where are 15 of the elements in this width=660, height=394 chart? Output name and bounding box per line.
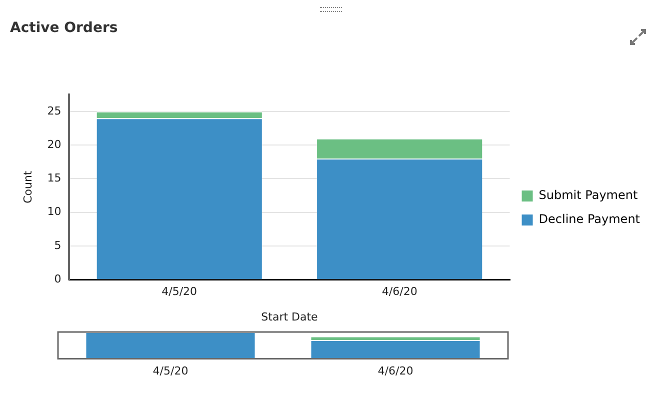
x-tick-label: 4/6/20 — [378, 364, 414, 378]
y-axis-title: Count — [21, 170, 34, 204]
x-tick-label: 4/6/20 — [382, 285, 418, 298]
y-tick-label: 10 — [47, 205, 62, 218]
y-tick-label: 5 — [54, 238, 62, 252]
y-tick-label: 25 — [47, 104, 62, 118]
chart-title: Active Orders — [10, 20, 118, 36]
y-tick-label: 20 — [47, 138, 62, 151]
y-tick-label: 0 — [54, 272, 62, 286]
y-tick-label: 15 — [47, 172, 62, 185]
x-tick-label: 4/5/20 — [152, 364, 188, 378]
x-axis-title: Start Date — [261, 310, 318, 324]
x-tick-label: 4/5/20 — [162, 285, 198, 298]
legend-label: Submit Payment — [538, 188, 638, 202]
legend-label: Decline Payment — [538, 212, 640, 226]
